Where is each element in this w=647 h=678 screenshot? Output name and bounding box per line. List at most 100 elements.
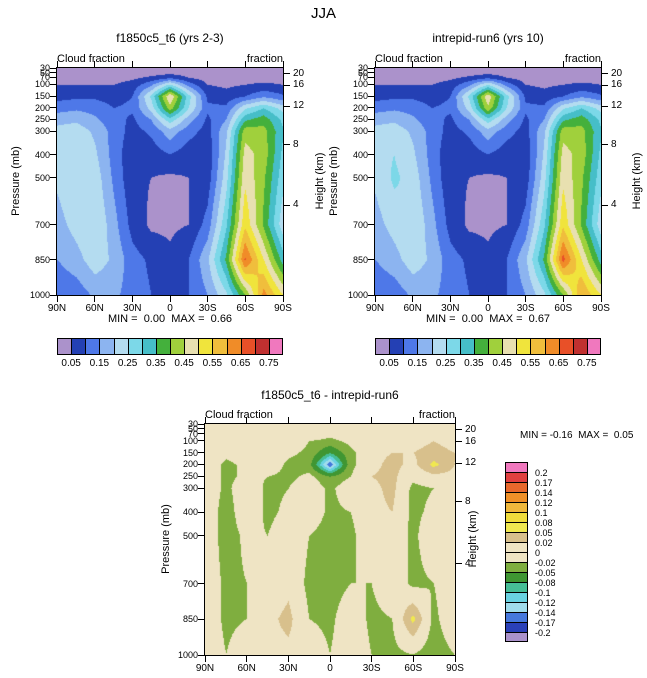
latitude-tick-mark-top — [287, 417, 289, 423]
colorbar-tick-label: 0.45 — [492, 358, 512, 369]
pressure-tick-mark — [198, 433, 204, 435]
pressure-tick-label: 150 — [352, 91, 368, 102]
panel-b-minmax-text: MIN = 0.00 MAX = 0.67 — [425, 313, 551, 325]
plot-frame-panel-c — [204, 423, 456, 656]
diff-colorbar-tick-label: 0.14 — [535, 488, 553, 498]
colorbar-cell — [389, 338, 405, 355]
contour-plot-canvas-f1850c5_t6 — [57, 68, 283, 295]
latitude-tick-mark-bottom — [487, 296, 489, 302]
contour-plot-canvas-difference — [205, 424, 455, 655]
pressure-tick-mark — [368, 130, 374, 132]
colorbar-cell — [445, 338, 461, 355]
latitude-tick-label: 30N — [279, 663, 298, 674]
pressure-tick-mark — [368, 259, 374, 261]
latitude-tick-label: 90N — [47, 303, 67, 314]
height-tick-mark — [602, 84, 608, 86]
colorbar-cell — [459, 338, 475, 355]
panel-b-title: intrepid-run6 (yrs 10) — [432, 31, 544, 45]
pressure-tick-mark — [50, 118, 56, 120]
latitude-tick-mark-top — [412, 61, 414, 67]
pressure-tick-label: 50 — [187, 423, 198, 434]
height-tick-label: 4 — [611, 199, 617, 211]
latitude-tick-label: 0 — [485, 303, 491, 314]
pressure-tick-label: 150 — [34, 91, 50, 102]
colorbar-tick-label: 0.25 — [435, 358, 456, 369]
pressure-tick-label: 500 — [182, 530, 198, 541]
height-tick-label: 8 — [611, 138, 617, 150]
pressure-tick-label: 250 — [34, 114, 50, 125]
colorbar-tick-label: 0.65 — [230, 358, 251, 369]
colorbar-cell — [57, 338, 73, 355]
latitude-tick-label: 60S — [236, 303, 255, 314]
colorbar-tick-label: 0.75 — [577, 358, 597, 369]
colorbar-cell — [488, 338, 504, 355]
latitude-tick-label: 30S — [362, 663, 381, 674]
colorbar-cell — [268, 338, 283, 355]
pressure-tick-mark — [368, 294, 374, 296]
colorbar-tick-label: 0.25 — [117, 358, 138, 369]
pressure-tick-label: 70 — [187, 428, 198, 439]
latitude-tick-label: 60S — [404, 663, 423, 674]
height-tick-mark — [456, 563, 462, 565]
colorbar-tick-label: 0.75 — [259, 358, 279, 369]
colorbar-cell — [473, 338, 489, 355]
pressure-tick-label: 400 — [34, 149, 50, 160]
pressure-tick-mark — [368, 72, 374, 74]
latitude-tick-mark-top — [600, 61, 602, 67]
height-tick-label: 12 — [611, 100, 623, 112]
pressure-tick-label: 100 — [352, 79, 368, 90]
pressure-tick-mark — [368, 95, 374, 97]
latitude-tick-mark-top — [329, 417, 331, 423]
latitude-tick-mark-top — [525, 61, 527, 67]
latitude-tick-label: 90S — [274, 303, 292, 314]
colorbar-cell — [403, 338, 419, 355]
latitude-tick-mark-bottom — [412, 656, 414, 662]
latitude-tick-label: 90N — [365, 303, 385, 314]
pressure-tick-label: 150 — [182, 447, 198, 458]
pressure-tick-label: 200 — [352, 102, 368, 113]
latitude-tick-mark-bottom — [600, 296, 602, 302]
height-tick-label: 12 — [465, 457, 477, 469]
latitude-tick-label: 0 — [167, 303, 173, 314]
colorbar-tick-label: 0.55 — [202, 358, 223, 369]
colorbar-cell — [502, 338, 518, 355]
pressure-tick-label: 50 — [39, 67, 50, 78]
height-tick-label: 4 — [293, 199, 299, 211]
diff-colorbar-tick-label: 0.17 — [535, 478, 553, 488]
latitude-tick-label: 30S — [198, 303, 217, 314]
latitude-tick-mark-bottom — [412, 296, 414, 302]
diff-colorbar-tick-label: -0.1 — [535, 588, 551, 598]
pressure-tick-mark — [198, 618, 204, 620]
latitude-tick-label: 60N — [237, 663, 256, 674]
pressure-tick-mark — [198, 511, 204, 513]
latitude-tick-mark-top — [94, 61, 96, 67]
colorbar-tick-label: 0.45 — [174, 358, 194, 369]
pressure-tick-label: 400 — [352, 149, 368, 160]
pressure-tick-mark — [50, 259, 56, 261]
colorbar-cell — [417, 338, 433, 355]
latitude-tick-label: 30S — [516, 303, 535, 314]
latitude-tick-mark-bottom — [371, 656, 373, 662]
diff-colorbar-tick-label: 0.05 — [535, 528, 553, 538]
colorbar-cell — [113, 338, 129, 355]
latitude-tick-mark-bottom — [287, 656, 289, 662]
pressure-tick-mark — [50, 67, 56, 69]
pressure-tick-label: 100 — [34, 79, 50, 90]
latitude-tick-mark-top — [562, 61, 564, 67]
colorbar-cell — [558, 338, 574, 355]
latitude-tick-mark-top — [244, 61, 246, 67]
height-tick-mark — [602, 204, 608, 206]
pressure-tick-mark — [368, 177, 374, 179]
latitude-tick-label: 90S — [592, 303, 610, 314]
pressure-tick-mark — [198, 535, 204, 537]
colorbar-cell — [99, 338, 115, 355]
diff-colorbar-tick-label: -0.05 — [535, 568, 556, 578]
latitude-tick-mark-bottom — [449, 296, 451, 302]
diff-colorbar-tick-label: -0.12 — [535, 598, 556, 608]
latitude-tick-mark-bottom — [374, 296, 376, 302]
colorbar-cell — [572, 338, 588, 355]
diff-colorbar-tick-label: 0 — [535, 548, 541, 558]
pressure-tick-label: 400 — [182, 507, 198, 518]
panel-c-left-string: Cloud fraction — [205, 409, 273, 421]
pressure-tick-mark — [368, 67, 374, 69]
